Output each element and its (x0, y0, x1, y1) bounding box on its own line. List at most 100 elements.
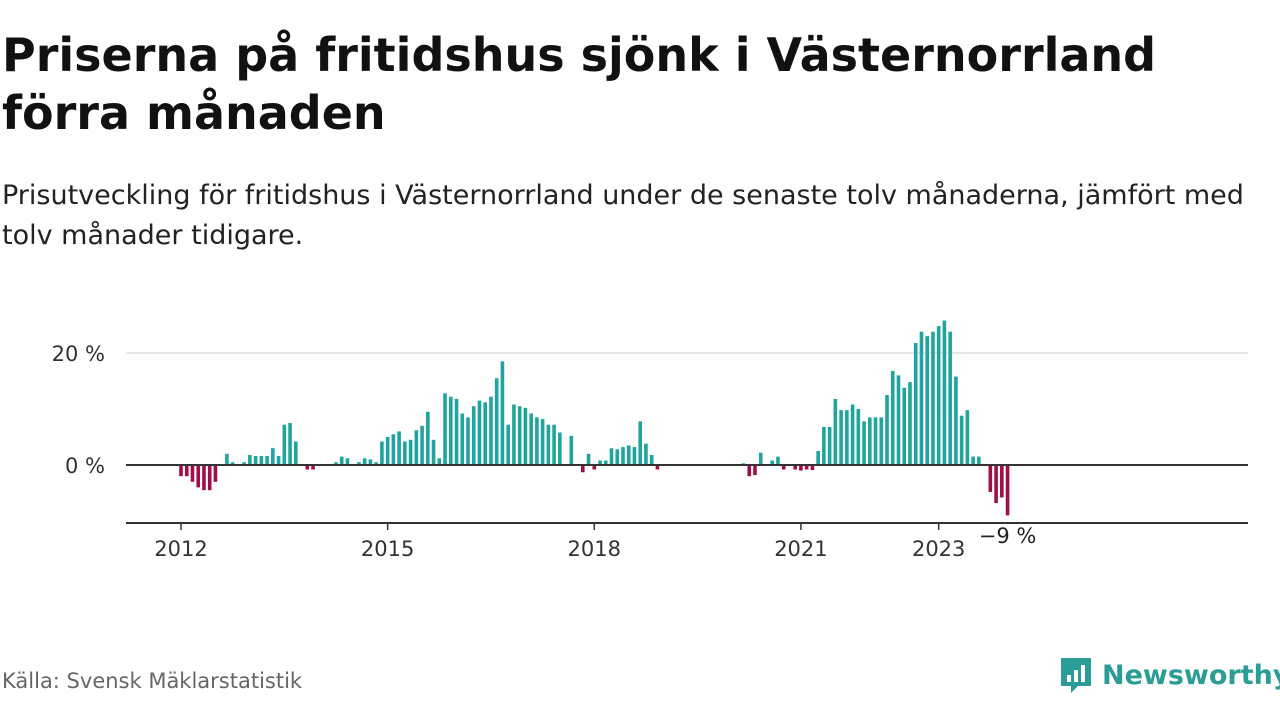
bar (747, 465, 752, 477)
bar (339, 456, 344, 465)
bar (753, 465, 757, 476)
source-note: Källa: Svensk Mäklarstatistik (2, 669, 303, 693)
bar (592, 465, 597, 470)
bar (644, 443, 648, 465)
bar (362, 458, 367, 465)
x-tick-label: 2023 (912, 537, 965, 561)
bar (523, 407, 528, 465)
bar (179, 465, 183, 477)
bar (448, 396, 453, 465)
bar (391, 434, 396, 465)
bar (621, 447, 625, 465)
bar (380, 441, 384, 465)
bar (230, 462, 235, 465)
bar (626, 445, 631, 465)
chart-subtitle: Prisutveckling för fritidshus i Västerno… (2, 180, 1244, 251)
bar (207, 465, 212, 491)
bar (890, 370, 895, 465)
bar (512, 404, 516, 465)
bar (965, 410, 970, 465)
bar (839, 410, 843, 465)
bar (793, 465, 797, 470)
bar (426, 411, 430, 465)
bar (822, 426, 826, 465)
x-tick-label: 2012 (154, 537, 207, 561)
bar (540, 419, 545, 465)
bar (988, 465, 993, 492)
bar (385, 437, 390, 465)
bar (431, 439, 436, 465)
bar (862, 421, 866, 465)
bar (902, 387, 907, 465)
bar (552, 424, 556, 465)
bar (282, 424, 287, 465)
bar (655, 465, 660, 470)
bar (770, 460, 775, 465)
bar (994, 465, 998, 504)
bar (184, 465, 189, 477)
bar (454, 398, 459, 465)
bar (414, 430, 419, 465)
bar (494, 378, 499, 465)
bar (799, 465, 803, 471)
bar (368, 459, 373, 465)
bar (311, 465, 315, 470)
bar (804, 465, 809, 470)
bar (535, 417, 539, 465)
brand-logo-group: Newsworthy (1058, 654, 1280, 696)
bar (959, 415, 964, 465)
bar (500, 361, 505, 465)
y-tick-label: 0 % (65, 454, 105, 478)
bar (483, 402, 488, 465)
bar (598, 460, 602, 465)
bar (896, 375, 901, 465)
label-layer: 0 % 20 % 2012 2015 2018 2021 2023 −9 % (52, 342, 1037, 561)
bar (374, 462, 378, 465)
x-tick-label: 2018 (568, 537, 621, 561)
bar (954, 376, 958, 465)
bar (776, 456, 780, 465)
bar (913, 342, 918, 465)
bar (1000, 465, 1004, 498)
bar (357, 462, 361, 465)
x-tick-label: 2021 (774, 537, 827, 561)
bar-chart: 0 % 20 % 2012 2015 2018 2021 2023 −9 % (52, 320, 1248, 561)
bar (758, 452, 763, 465)
bar (977, 456, 981, 465)
bar (305, 465, 310, 470)
bar (873, 417, 878, 465)
newsworthy-logo-icon (1061, 658, 1091, 693)
brand-name: Newsworthy (1102, 659, 1280, 691)
bar (271, 448, 275, 465)
axis-layer (126, 464, 1248, 530)
bar (265, 456, 269, 465)
bar (477, 400, 482, 465)
bar (403, 441, 407, 465)
bar (925, 336, 929, 465)
bar (781, 465, 786, 470)
bar (971, 456, 975, 465)
bar (471, 406, 476, 465)
bar (827, 426, 832, 465)
bar (1005, 465, 1010, 516)
bar (248, 454, 252, 465)
bar (259, 456, 264, 465)
bar (489, 396, 493, 465)
bar (609, 448, 614, 465)
bar (603, 460, 608, 465)
bar (569, 435, 574, 465)
bar (810, 465, 815, 471)
bar (632, 447, 637, 465)
bar (931, 331, 935, 465)
bar (466, 417, 470, 465)
bar (558, 432, 562, 465)
bar (649, 454, 654, 465)
bar (885, 395, 889, 465)
bar (638, 421, 642, 465)
bar (581, 465, 585, 473)
bar (529, 413, 533, 465)
bar (908, 382, 912, 465)
bar (546, 424, 551, 465)
bar (936, 326, 941, 465)
bar (334, 462, 338, 465)
